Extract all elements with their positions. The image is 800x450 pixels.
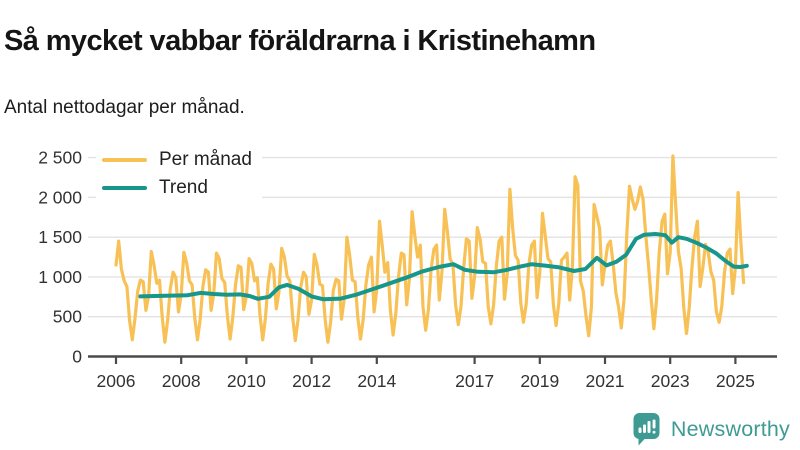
x-tick-label: 2014 xyxy=(357,371,396,391)
page-title: Så mycket vabbar föräldrarna i Kristineh… xyxy=(4,25,596,58)
per-manad-line xyxy=(114,154,746,344)
page-subtitle: Antal nettodagar per månad. xyxy=(4,97,245,118)
x-tick-label: 2012 xyxy=(292,371,331,391)
per-manad-line-swatch xyxy=(102,157,147,163)
y-tick-label: 0 xyxy=(72,347,82,367)
chart-legend: Per månad Trend xyxy=(96,144,262,206)
legend-label-per-manad: Per månad xyxy=(159,149,252,170)
newsworthy-branding: Newsworthy xyxy=(632,411,790,447)
x-tick-label: 2023 xyxy=(651,371,690,391)
trend-line-swatch xyxy=(102,185,147,191)
y-tick-label: 2 000 xyxy=(38,187,82,207)
legend-item-trend: Trend xyxy=(102,174,252,202)
y-tick-label: 1 000 xyxy=(38,267,82,287)
legend-label-trend: Trend xyxy=(159,177,208,198)
x-tick-label: 2019 xyxy=(520,371,559,391)
x-tick-label: 2021 xyxy=(586,371,625,391)
x-tick-label: 2008 xyxy=(162,371,201,391)
x-tick-label: 2010 xyxy=(227,371,266,391)
x-tick-label: 2006 xyxy=(97,371,136,391)
trend-line xyxy=(138,232,749,302)
x-tick-label: 2025 xyxy=(716,371,755,391)
legend-item-per-manad: Per månad xyxy=(102,146,252,174)
x-tick-label: 2017 xyxy=(455,371,494,391)
newsworthy-logo-icon xyxy=(633,413,660,446)
brand-name: Newsworthy xyxy=(670,416,790,441)
y-tick-label: 500 xyxy=(53,307,82,327)
y-tick-label: 1 500 xyxy=(38,227,82,247)
y-tick-label: 2 500 xyxy=(38,148,82,168)
